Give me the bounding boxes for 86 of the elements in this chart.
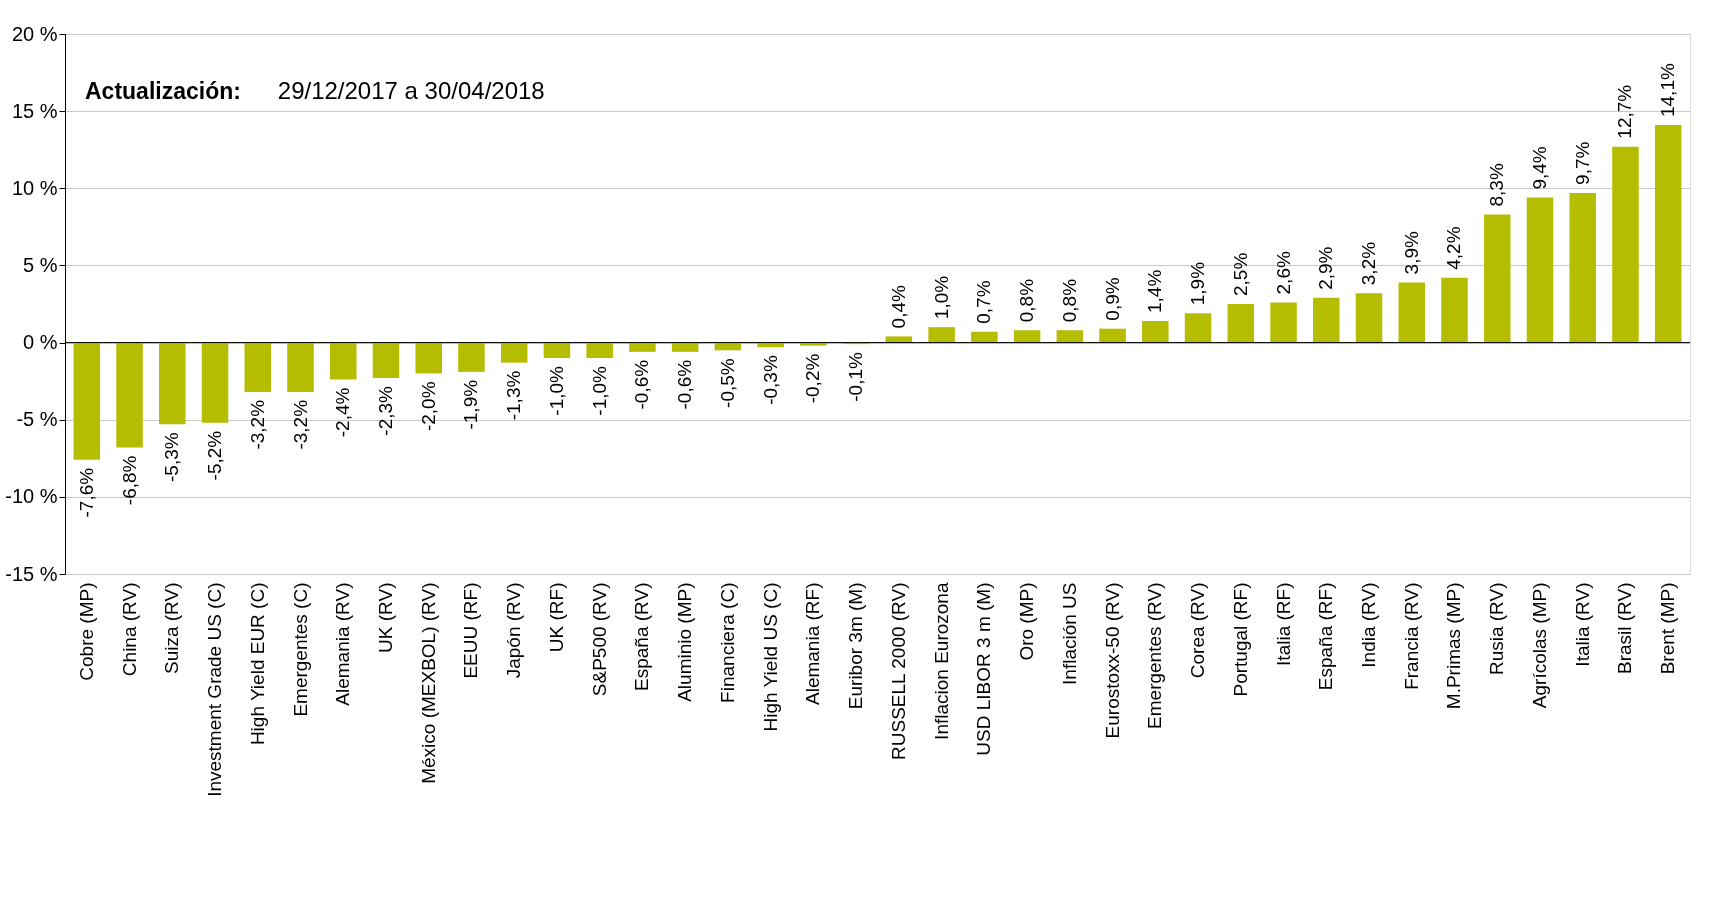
y-tick-label: -15 % [5,562,58,585]
data-label: 14,1% [1657,63,1679,118]
data-label: -5,2% [204,430,226,481]
data-label: -3,2% [246,399,268,450]
data-label: -0,5% [716,358,738,408]
x-tick-label: Brent (MP) [1657,582,1679,675]
x-tick-label: Emergentes (RV) [1144,582,1166,729]
data-label: 1,4% [1144,269,1166,313]
x-tick-label: Cobre (MP) [75,582,97,681]
data-label: 3,9% [1400,230,1422,275]
x-tick-label: Emergentes (C) [289,582,311,717]
x-tick-label: Investment Grade US (C) [204,582,226,797]
data-label: -3,2% [289,399,311,450]
x-tick-label: Italia (RV) [1571,582,1593,667]
data-label: -7,6% [75,467,97,518]
annotation: Actualización: [85,78,241,104]
x-tick-label: Agrícolas (MP) [1528,582,1550,709]
data-label: -1,0% [545,365,567,416]
data-label: 4,2% [1443,226,1465,270]
y-tick-label: 0 % [23,331,58,354]
x-tick-label: M.Primas (MP) [1443,582,1465,710]
x-tick-label: Japón (RV) [503,582,525,679]
x-tick-label: Aluminio (MP) [674,582,696,702]
x-tick-label: India (RV) [1358,582,1380,668]
data-label: -0,1% [845,352,867,402]
data-label: -2,0% [417,381,439,432]
x-tick-label: Rusia (RV) [1486,582,1508,676]
x-tick-label: High Yield EUR (C) [246,582,268,746]
x-tick-label: Inflacion Eurozona [930,582,952,740]
y-tick-label: -10 % [5,485,58,508]
x-tick-label: High Yield US (C) [759,582,781,732]
data-label: -0,3% [759,355,781,405]
data-label: -0,6% [631,359,653,410]
y-tick-label: 5 % [23,253,58,276]
data-label: -2,3% [374,385,396,436]
x-tick-label: Alemania (RF) [802,582,824,705]
x-tick-label: México (MEXBOL) (RV) [417,582,439,784]
data-label: -1,3% [503,370,525,421]
x-tick-label: China (RV) [118,582,140,677]
x-tick-label: RUSSELL 2000 (RV) [887,582,909,760]
x-tick-label: Alemania (RV) [332,582,354,706]
data-label: 0,9% [1101,277,1123,321]
x-tick-label: España (RF) [1315,582,1337,691]
x-tick-label: Financiera (C) [716,582,738,703]
data-label: 3,2% [1358,241,1380,286]
data-label: 1,9% [1187,261,1209,306]
annotation: 29/12/2017 a 30/04/2018 [277,77,545,104]
data-label: 9,7% [1571,141,1593,185]
x-tick-label: Portugal (RF) [1229,582,1251,697]
data-label: 0,8% [1058,278,1080,323]
x-tick-label: Corea (RV) [1187,582,1209,679]
y-tick-label: 10 % [11,176,58,199]
x-tick-label: UK (RF) [545,582,567,653]
y-tick-label: 20 % [11,22,58,45]
y-tick-label: 15 % [11,99,58,122]
y-tick-label: -5 % [16,408,58,431]
data-label: 12,7% [1614,84,1636,139]
x-tick-label: EEUU (RF) [460,582,482,679]
data-label: 2,9% [1315,246,1337,290]
data-label: 0,7% [973,280,995,324]
data-label: 2,5% [1229,252,1251,296]
x-tick-label: S&P500 (RV) [588,582,610,697]
data-label: -0,6% [674,359,696,410]
data-label: -2,4% [332,387,354,438]
data-label: 2,6% [1272,251,1294,295]
data-label: 0,4% [887,284,909,329]
x-tick-label: Oro (MP) [1016,582,1038,661]
x-tick-label: UK (RV) [374,582,396,653]
x-tick-label: Francia (RV) [1400,582,1422,690]
x-tick-label: Brasil (RV) [1614,582,1636,674]
x-tick-label: Inflación US [1058,582,1080,685]
x-tick-label: España (RV) [631,582,653,691]
data-label: -6,8% [118,455,140,506]
x-tick-label: Eurostoxx-50 (RV) [1101,582,1123,739]
data-label: -1,9% [460,379,482,430]
data-label: 9,4% [1528,146,1550,190]
data-label: -0,2% [802,353,824,404]
x-tick-label: USD LIBOR 3 m (M) [973,582,995,756]
x-tick-label: Italia (RF) [1272,582,1294,666]
x-tick-label: Suiza (RV) [161,582,183,675]
data-label: 8,3% [1486,163,1508,207]
data-label: -1,0% [588,365,610,416]
data-label: 0,8% [1016,278,1038,323]
x-tick-label: Euribor 3m (M) [845,582,867,710]
data-label: 1,0% [930,275,952,320]
data-label: -5,3% [161,432,183,482]
